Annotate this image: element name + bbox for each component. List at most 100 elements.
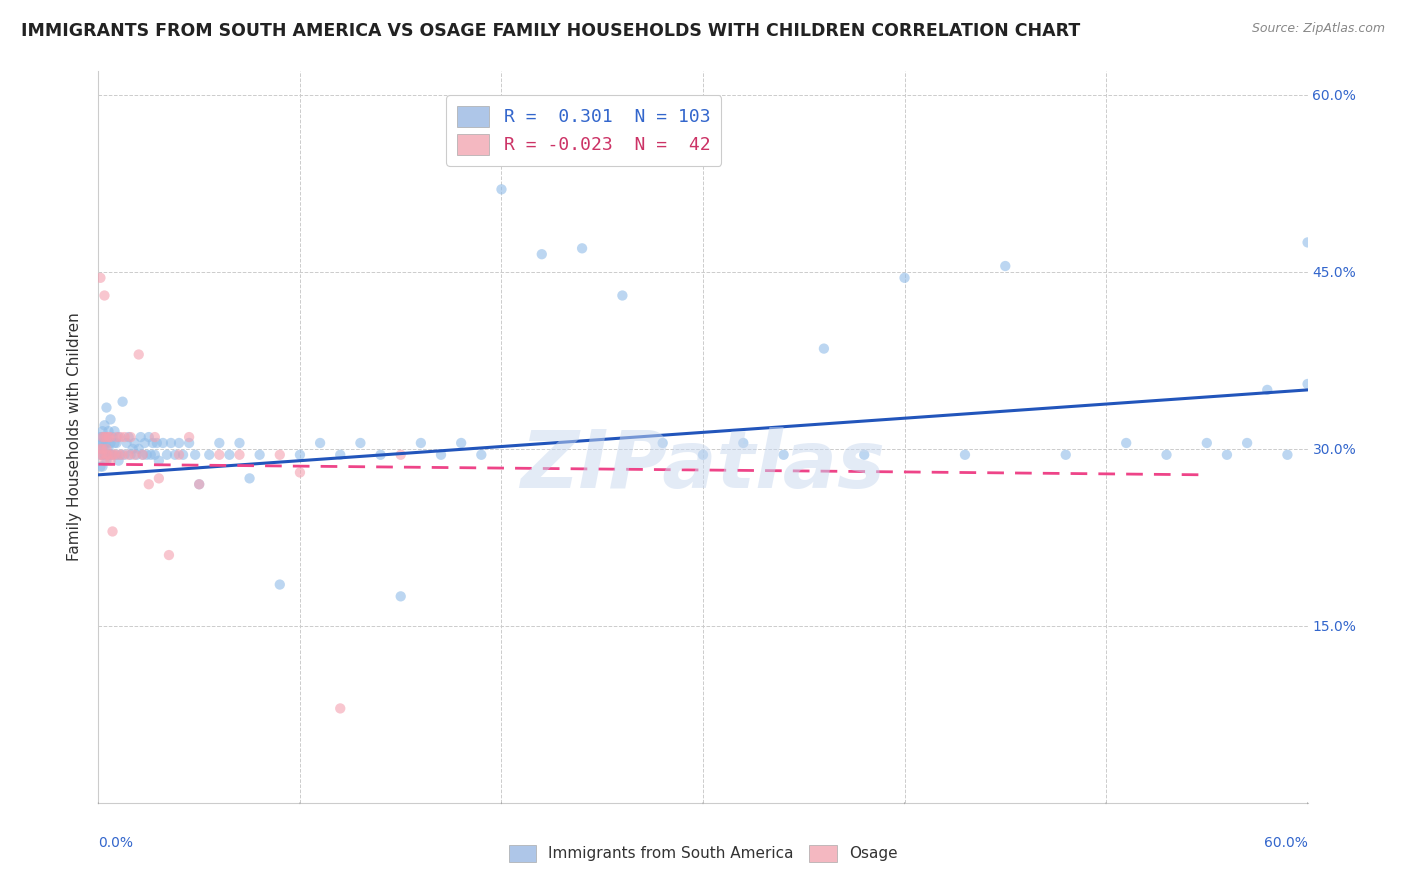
Point — [148, 471, 170, 485]
Point — [91, 442, 114, 456]
Point — [111, 448, 134, 462]
Point — [167, 436, 190, 450]
Point — [1296, 235, 1319, 250]
Point — [89, 270, 111, 285]
Point — [91, 459, 114, 474]
Point — [179, 430, 201, 444]
Point — [114, 430, 136, 444]
Point — [124, 448, 146, 462]
Point — [120, 430, 142, 444]
Point — [288, 466, 311, 480]
Point — [470, 448, 492, 462]
Point — [97, 442, 120, 456]
Point — [218, 448, 240, 462]
Point — [309, 436, 332, 450]
Point — [288, 448, 311, 462]
Text: ZIPatlas: ZIPatlas — [520, 427, 886, 506]
Point — [129, 430, 152, 444]
Point — [93, 442, 115, 456]
Point — [91, 448, 114, 462]
Point — [103, 436, 125, 450]
Point — [91, 430, 114, 444]
Point — [125, 448, 148, 462]
Text: 60.0%: 60.0% — [1264, 836, 1308, 850]
Point — [97, 424, 120, 438]
Point — [128, 442, 150, 456]
Point — [143, 448, 166, 462]
Point — [100, 436, 122, 450]
Point — [389, 590, 412, 604]
Point — [138, 477, 160, 491]
Point — [101, 448, 124, 462]
Point — [160, 436, 183, 450]
Point — [89, 442, 111, 456]
Point — [111, 394, 134, 409]
Point — [100, 412, 122, 426]
Point — [143, 430, 166, 444]
Point — [329, 701, 352, 715]
Text: Source: ZipAtlas.com: Source: ZipAtlas.com — [1251, 22, 1385, 36]
Point — [91, 436, 114, 450]
Point — [179, 436, 201, 450]
Point — [152, 436, 174, 450]
Point — [93, 430, 115, 444]
Point — [188, 477, 211, 491]
Point — [101, 430, 124, 444]
Point — [1216, 448, 1239, 462]
Point — [148, 453, 170, 467]
Point — [93, 418, 115, 433]
Point — [89, 459, 111, 474]
Point — [1277, 448, 1299, 462]
Point — [105, 436, 128, 450]
Y-axis label: Family Households with Children: Family Households with Children — [67, 313, 83, 561]
Point — [208, 448, 231, 462]
Point — [89, 430, 111, 444]
Point — [115, 436, 138, 450]
Point — [128, 347, 150, 361]
Point — [370, 448, 392, 462]
Legend: Immigrants from South America, Osage: Immigrants from South America, Osage — [502, 838, 904, 868]
Point — [269, 577, 291, 591]
Point — [132, 448, 155, 462]
Point — [450, 436, 472, 450]
Point — [110, 430, 132, 444]
Point — [93, 448, 115, 462]
Point — [853, 448, 876, 462]
Point — [91, 448, 114, 462]
Point — [100, 448, 122, 462]
Point — [138, 430, 160, 444]
Point — [120, 448, 142, 462]
Point — [172, 448, 194, 462]
Text: 0.0%: 0.0% — [98, 836, 134, 850]
Point — [733, 436, 755, 450]
Point — [156, 448, 179, 462]
Point — [269, 448, 291, 462]
Point — [249, 448, 271, 462]
Point — [89, 442, 111, 456]
Point — [93, 453, 115, 467]
Point — [96, 436, 118, 450]
Point — [132, 448, 155, 462]
Text: IMMIGRANTS FROM SOUTH AMERICA VS OSAGE FAMILY HOUSEHOLDS WITH CHILDREN CORRELATI: IMMIGRANTS FROM SOUTH AMERICA VS OSAGE F… — [21, 22, 1080, 40]
Point — [329, 448, 352, 462]
Point — [101, 524, 124, 539]
Point — [994, 259, 1017, 273]
Point — [91, 442, 114, 456]
Point — [409, 436, 432, 450]
Point — [89, 448, 111, 462]
Point — [228, 436, 250, 450]
Point — [953, 448, 976, 462]
Point — [139, 448, 162, 462]
Point — [105, 448, 128, 462]
Point — [184, 448, 207, 462]
Point — [105, 430, 128, 444]
Point — [389, 448, 412, 462]
Point — [93, 288, 115, 302]
Point — [124, 436, 146, 450]
Point — [93, 430, 115, 444]
Point — [97, 430, 120, 444]
Point — [110, 448, 132, 462]
Point — [1115, 436, 1137, 450]
Point — [107, 453, 129, 467]
Point — [167, 448, 190, 462]
